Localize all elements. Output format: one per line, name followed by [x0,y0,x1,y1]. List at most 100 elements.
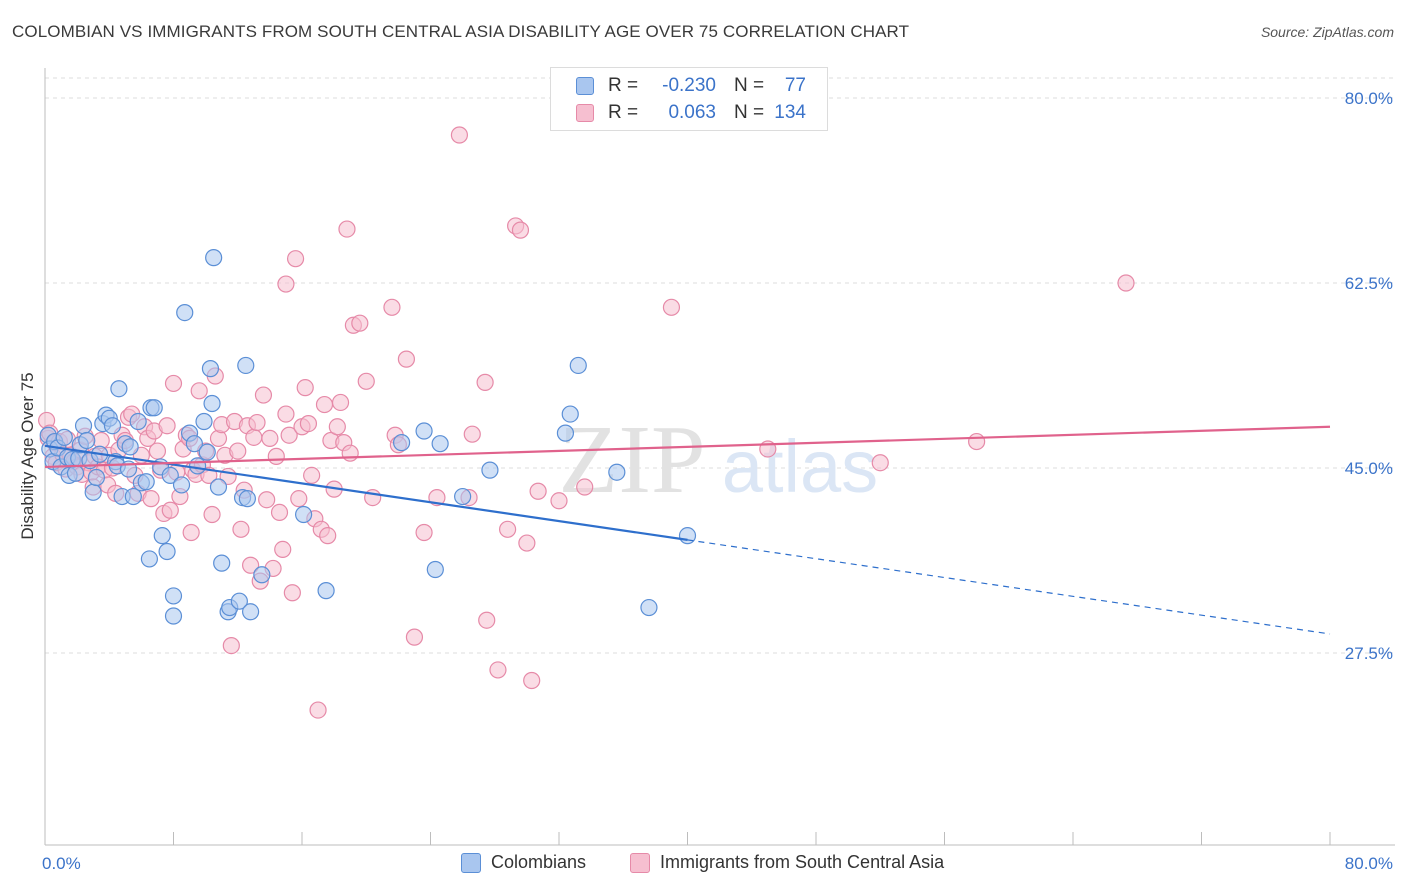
colombians-trend-line [44,444,688,541]
colombians-point [431,435,449,453]
r-value: -0.230 [662,75,716,96]
n-value: 134 [774,102,806,123]
colombians-point [188,457,207,475]
immigrants-swatch [630,852,650,873]
r-value: 0.063 [668,102,716,123]
series-legend: Colombians Immigrants from South Central… [0,852,1406,876]
legend-item-colombians[interactable]: Colombians [461,852,586,873]
colombians-point [561,405,579,423]
colombians-point [164,587,183,605]
immigrants-point [290,490,308,508]
colombians-point [198,443,216,461]
immigrants-point [270,503,289,522]
colombians-point [454,487,472,506]
immigrants-point [286,250,305,268]
immigrants-point [463,425,481,443]
colombians-point [238,490,256,508]
colombians-point [66,464,85,482]
immigrants-point [296,379,314,397]
colombians-point [556,424,575,442]
immigrants-point [523,671,541,690]
immigrants-point [164,374,183,393]
colombians-point [164,607,183,625]
immigrants-point [518,534,536,552]
colombians-point [74,417,93,435]
immigrants-point [283,584,301,602]
y-tick-label: 45.0% [1345,459,1393,478]
colombians-point [201,360,220,378]
colombians-point [392,434,411,452]
n-label: N = [734,102,765,123]
colombians-point [110,380,128,398]
immigrants-point [450,126,469,144]
colombians-point [172,476,191,494]
immigrants-point [277,405,295,423]
immigrants-point [968,432,986,451]
immigrants-point [299,415,318,433]
colombians-point [195,412,213,431]
immigrants-point [405,628,424,646]
immigrants-point [222,636,240,655]
immigrants-point [267,447,285,465]
colombians-point [158,542,176,561]
correlation-legend: R = -0.230 N = 77 R = 0.063 N = 134 [550,67,828,131]
watermark-atlas: atlas [722,425,878,508]
legend-row-colombians: R = -0.230 N = 77 [576,73,806,99]
colombians-point [121,438,139,456]
immigrants-point [203,505,221,524]
colombians-point [140,550,159,568]
n-value: 77 [784,75,806,96]
colombians-point [569,356,587,375]
colombians-point [209,478,228,496]
immigrants-point [397,350,416,368]
colombians-point [137,473,155,491]
y-tick-label: 80.0% [1345,89,1393,108]
axes [44,68,1395,846]
colombians-point [185,435,203,453]
immigrants-point [190,382,208,400]
immigrants-point [261,429,279,447]
immigrants-point [550,492,568,510]
colombians-point [295,505,313,524]
immigrants-point [277,275,295,293]
immigrants-point [319,527,337,545]
colombians-point [608,463,626,481]
r-label: R = [608,102,639,123]
immigrants-point [303,466,321,484]
immigrants-point [478,611,496,629]
immigrants-point [331,393,350,412]
immigrants-point [315,395,334,414]
colombians-point [87,468,106,487]
immigrants-point [309,701,327,719]
colombians-point [84,483,102,501]
immigrants-point [351,314,369,332]
immigrants-point [489,661,507,679]
legend-row-immigrants: R = 0.063 N = 134 [576,100,806,126]
immigrants-point [245,428,263,446]
colombians-point [103,417,122,435]
colombians-point [129,412,147,431]
colombians-point [55,428,73,446]
r-label: R = [608,75,639,96]
chart-title: COLOMBIAN VS IMMIGRANTS FROM SOUTH CENTR… [12,22,910,41]
immigrants-point [229,442,247,460]
immigrants-point [576,478,594,496]
immigrants-point [232,520,250,538]
immigrants-point [142,490,160,508]
immigrants-trend-line [44,425,1331,469]
watermark: ZIP atlas [559,406,879,514]
y-tick-label: 62.5% [1345,274,1393,293]
colombians-point [317,582,335,600]
immigrants-point [258,491,276,509]
colombians-point [213,554,231,572]
immigrants-point [158,417,176,435]
immigrants-point [274,540,292,559]
immigrants-point [161,501,179,519]
immigrants-point [529,482,547,500]
n-label: N = [734,75,765,96]
x-tick-label-min: 0.0% [42,854,81,873]
legend-item-immigrants[interactable]: Immigrants from South Central Asia [630,852,944,873]
immigrants-swatch [576,104,594,122]
colombians-point [253,566,271,584]
